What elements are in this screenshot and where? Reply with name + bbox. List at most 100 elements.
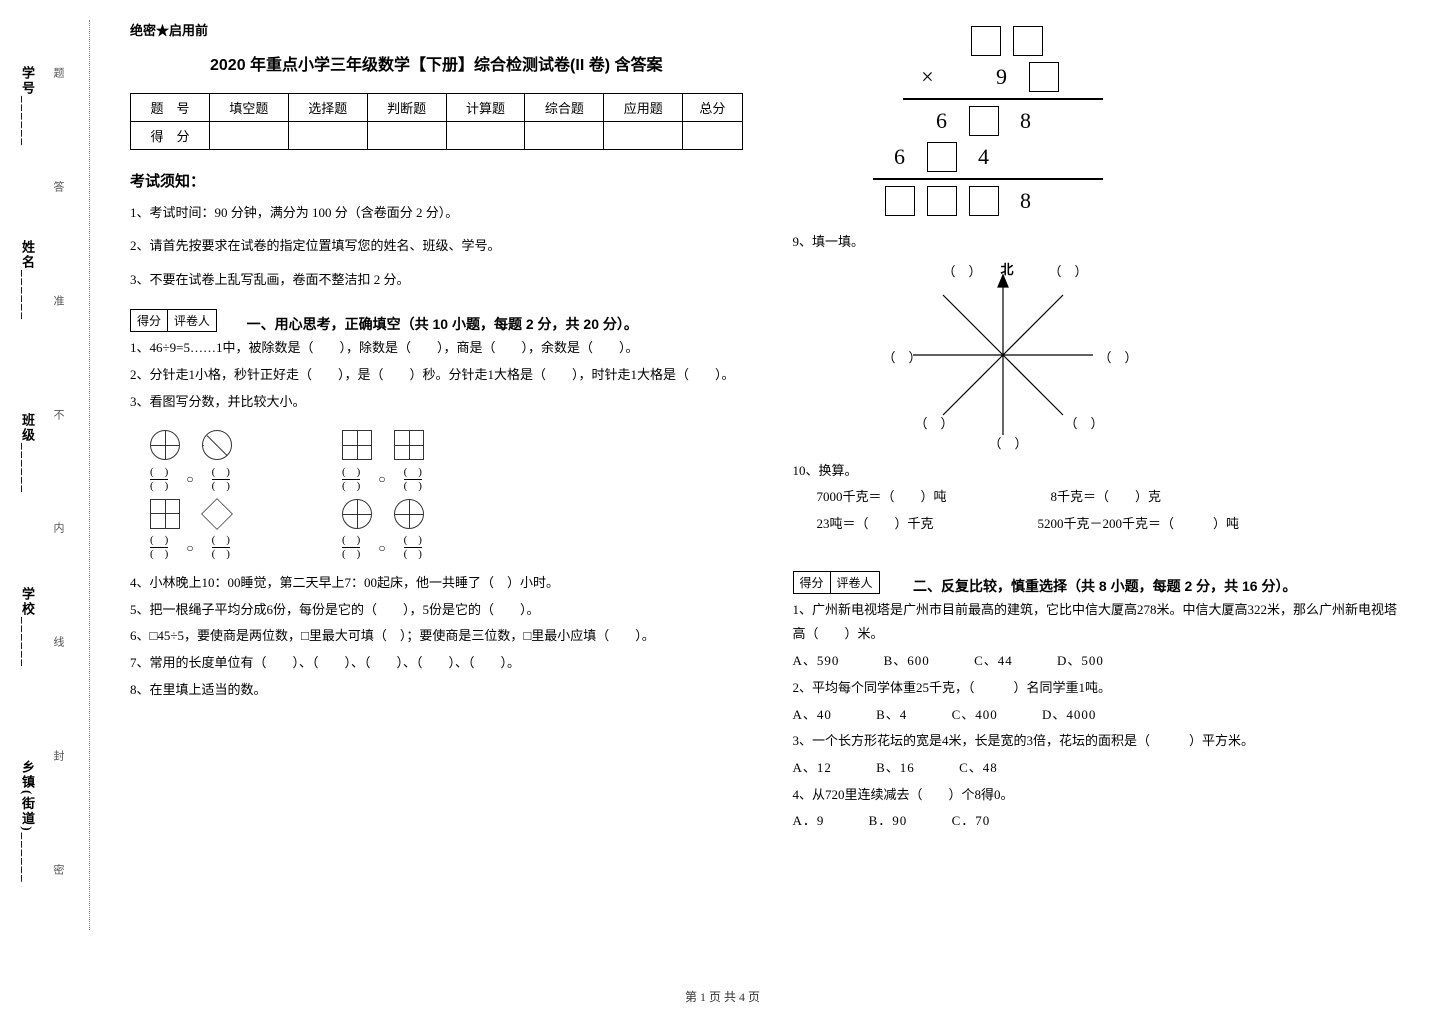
cell-4 [446, 122, 525, 150]
notice-2: 2、请首先按要求在试卷的指定位置填写您的姓名、班级、学号。 [130, 234, 743, 257]
th-5: 综合题 [525, 94, 604, 122]
q4: 4、小林晚上10：00睡觉，第二天早上7：00起床，他一共睡了（ ）小时。 [130, 571, 743, 596]
q5: 5、把一根绳子平均分成6份，每份是它的（ ），5份是它的（ ）。 [130, 598, 743, 623]
s2q1-d: D、500 [1057, 653, 1104, 668]
frac-compare-1: ( )( ) ○ ( )( ) [150, 466, 232, 492]
frac-compare-2: ( )( ) ○ ( )( ) [150, 535, 232, 561]
q10: 10、换算。 [793, 459, 1406, 484]
s2-q4-choices: A．9 B．90 C．70 [793, 809, 1406, 834]
binding-dots: 题 答 准 不 内 线 封 密 [50, 20, 66, 930]
s2q4-c: C．70 [952, 813, 991, 828]
s2-q2-choices: A、40 B、4 C、400 D、4000 [793, 703, 1406, 728]
mult-top-box-2 [1013, 26, 1043, 56]
score-table: 题 号 填空题 选择题 判断题 计算题 综合题 应用题 总分 得 分 [130, 93, 743, 150]
cell-1 [209, 122, 288, 150]
s2q1-b: B、600 [884, 653, 930, 668]
s2-q1-choices: A、590 B、600 C、44 D、500 [793, 649, 1406, 674]
cell-2 [288, 122, 367, 150]
cell-3 [367, 122, 446, 150]
mult-op: × [913, 64, 943, 90]
q1: 1、46÷9=5……1中，被除数是（ ），除数是（ ），商是（ ），余数是（ ）… [130, 336, 743, 361]
mult-hr-2 [873, 178, 1103, 180]
s2q2-a: A、40 [793, 707, 832, 722]
notice-title: 考试须知： [130, 170, 743, 191]
compass-nw: （ ） [943, 261, 982, 280]
reviewer-cell: 评卷人 [168, 310, 216, 331]
th-1: 填空题 [209, 94, 288, 122]
compass-north: 北 [1001, 259, 1014, 278]
binding-edge: 学号______ 姓名______ 班级______ 学校______ 乡镇(街… [0, 20, 90, 930]
s2q2-b: B、4 [876, 707, 907, 722]
mult-r3-box [969, 106, 999, 136]
mult-ans-box-1 [885, 186, 915, 216]
frac-compare-3: ( )( ) ○ ( )( ) [342, 466, 424, 492]
cell-5 [525, 122, 604, 150]
mult-r3a: 6 [927, 108, 957, 134]
row-label: 得 分 [131, 122, 210, 150]
mult-r4-box [927, 142, 957, 172]
notice-1: 1、考试时间：90 分钟，满分为 100 分（含卷面分 2 分）。 [130, 201, 743, 224]
cell-7 [683, 122, 742, 150]
dot-7: 密 [50, 864, 66, 883]
q6: 6、□45÷5，要使商是两位数，□里最大可填（ ）；要使商是三位数，□里最小应填… [130, 624, 743, 649]
q8: 8、在里填上适当的数。 [130, 678, 743, 703]
shape-square-3 [394, 430, 424, 460]
s2q1-a: A、590 [793, 653, 840, 668]
s2q4-a: A．9 [793, 813, 825, 828]
mult-r4a: 6 [885, 144, 915, 170]
compass-ne: （ ） [1049, 261, 1088, 280]
s2q3-a: A、12 [793, 760, 832, 775]
dot-3: 不 [50, 409, 66, 428]
q3: 3、看图写分数，并比较大小。 [130, 390, 743, 415]
dot-6: 封 [50, 750, 66, 769]
th-4: 计算题 [446, 94, 525, 122]
mult-ans-box-2 [927, 186, 957, 216]
page-footer: 第 1 页 共 4 页 [0, 988, 1445, 1005]
compass-figure: （ ） 北 （ ） （ ） （ ） （ ） （ ） （ ） [853, 265, 1153, 445]
multiplication-figure: × 9 6 8 6 4 [913, 26, 1406, 216]
mult-top-box-1 [971, 26, 1001, 56]
shape-circle-2 [202, 430, 232, 460]
s2-q3: 3、一个长方形花坛的宽是4米，长是宽的3倍，花坛的面积是（ ）平方米。 [793, 729, 1406, 754]
binding-label-xiangzhen: 乡镇(街道)______ [18, 760, 37, 884]
dot-5: 线 [50, 636, 66, 655]
th-3: 判断题 [367, 94, 446, 122]
frac-compare-4: ( )( ) ○ ( )( ) [342, 535, 424, 561]
shape-circle-4 [394, 499, 424, 529]
mult-d2-box [1029, 62, 1059, 92]
score-cell-2: 得分 [794, 572, 831, 593]
th-6: 应用题 [604, 94, 683, 122]
q10-line-2: 23吨＝（ ）千克 5200千克－200千克＝（ ）吨 [817, 512, 1406, 537]
binding-label-xuexiao: 学校______ [18, 587, 37, 668]
compass-sw: （ ） [915, 413, 954, 432]
left-column: 绝密★启用前 2020 年重点小学三年级数学【下册】综合检测试卷(II 卷) 含… [130, 20, 743, 930]
binding-label-xingming: 姓名______ [18, 240, 37, 321]
score-header-row: 题 号 填空题 选择题 判断题 计算题 综合题 应用题 总分 [131, 94, 743, 122]
dot-0: 题 [50, 67, 66, 86]
compass-se: （ ） [1065, 413, 1104, 432]
s2q4-b: B．90 [869, 813, 908, 828]
s2q2-d: D、4000 [1042, 707, 1096, 722]
compass-w: （ ） [883, 347, 922, 366]
secret-label: 绝密★启用前 [130, 20, 743, 39]
right-column: × 9 6 8 6 4 [793, 20, 1406, 930]
shape-square-2 [342, 430, 372, 460]
q2: 2、分针走1小格，秒针正好走（ ），是（ ）秒。分针走1大格是（ ），时针走1大… [130, 363, 743, 388]
mult-r4b: 4 [969, 144, 999, 170]
fraction-shapes: ( )( ) ○ ( )( ) ( )( ) ○ ( )( ) [130, 416, 743, 569]
mult-d1: 9 [987, 64, 1017, 90]
binding-label-xuehao: 学号______ [18, 66, 37, 147]
q10-line-1: 7000千克＝（ ）吨 8千克＝（ ）克 [817, 485, 1406, 510]
section1-title: 一、用心思考，正确填空（共 10 小题，每题 2 分，共 20 分）。 [247, 314, 638, 334]
shape-circle-1 [150, 430, 180, 460]
binding-label-banji: 班级______ [18, 413, 37, 494]
exam-title: 2020 年重点小学三年级数学【下册】综合检测试卷(II 卷) 含答案 [130, 51, 743, 75]
q9: 9、填一填。 [793, 230, 1406, 255]
s2-q1: 1、广州新电视塔是广州市目前最高的建筑，它比中信大厦高278米。中信大厦高322… [793, 598, 1406, 647]
section2-questions: 1、广州新电视塔是广州市目前最高的建筑，它比中信大厦高278米。中信大厦高322… [793, 598, 1406, 834]
s2q3-c: C、48 [959, 760, 998, 775]
shape-circle-3 [342, 499, 372, 529]
q7: 7、常用的长度单位有（ ）、（ ）、（ ）、（ ）、（ ）。 [130, 651, 743, 676]
notice-list: 1、考试时间：90 分钟，满分为 100 分（含卷面分 2 分）。 2、请首先按… [130, 201, 743, 291]
th-2: 选择题 [288, 94, 367, 122]
